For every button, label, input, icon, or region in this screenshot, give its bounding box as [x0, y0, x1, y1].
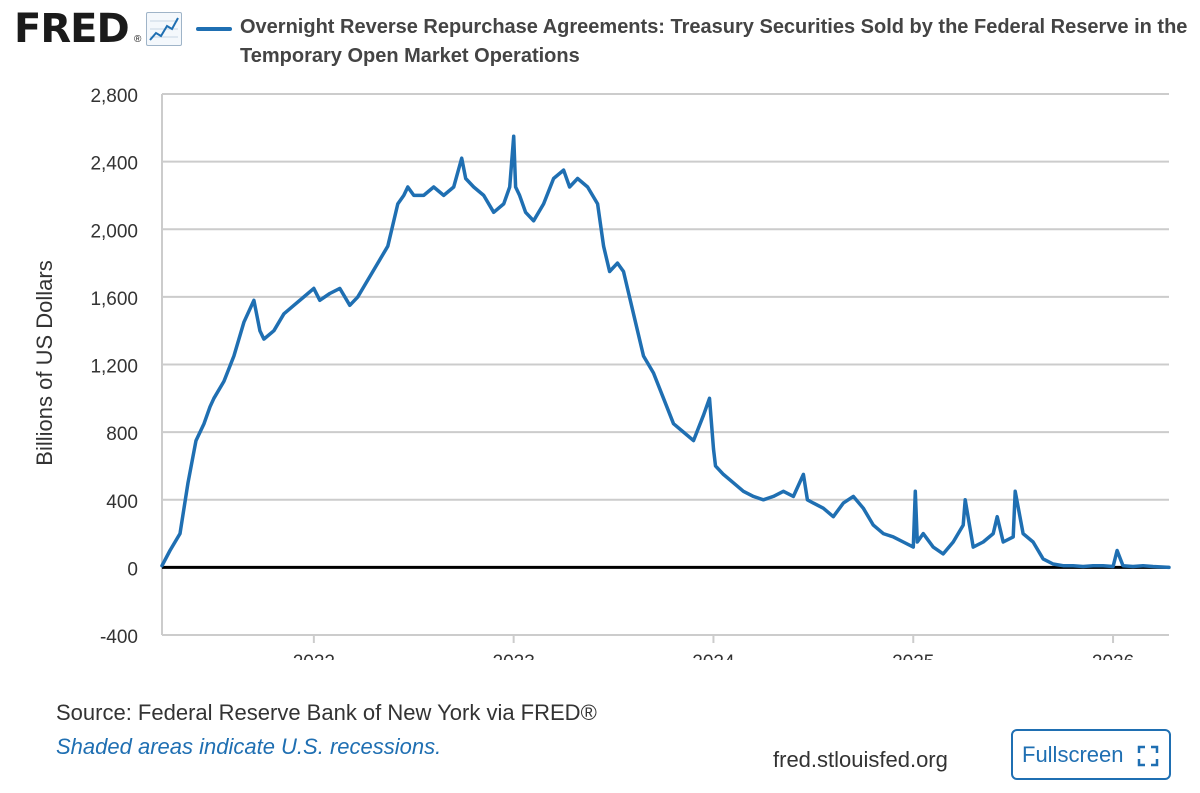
x-tick-label: 2024 — [692, 652, 735, 660]
x-tick-label: 2026 — [1092, 652, 1134, 660]
x-tick-label: 2022 — [293, 652, 335, 660]
y-tick-label: 2,800 — [90, 86, 138, 107]
line-chart-icon — [146, 12, 182, 46]
x-tick-label: 2023 — [493, 652, 535, 660]
y-tick-label: 1,200 — [90, 357, 138, 378]
site-url[interactable]: fred.stlouisfed.org — [773, 747, 948, 772]
fred-logo[interactable]: FRED — [14, 6, 130, 52]
fullscreen-label: Fullscreen — [1022, 741, 1124, 767]
y-tick-label: 400 — [106, 492, 138, 513]
y-axis-label: Billions of US Dollars — [32, 260, 57, 466]
y-tick-label: 1,600 — [90, 289, 138, 310]
chart-title: Overnight Reverse Repurchase Agreements:… — [240, 16, 1188, 67]
chart-plot: -400 0 400 800 1,200 1,600 2,000 2,400 2,800 2022… — [90, 86, 1171, 660]
chart-header: FRED ® Overnight Reverse Repurchase Agre… — [0, 0, 1200, 80]
y-tick-label: 800 — [106, 424, 138, 445]
series-legend-swatch — [196, 27, 232, 31]
expand-icon — [1137, 745, 1159, 767]
fullscreen-button[interactable]: Fullscreen — [1011, 729, 1171, 780]
y-tick-label: 2,400 — [90, 154, 138, 175]
x-tick-label: 2025 — [892, 652, 934, 660]
source-text: Source: Federal Reserve Bank of New York… — [56, 700, 597, 725]
recession-note: Shaded areas indicate U.S. recessions. — [56, 734, 442, 759]
y-tick-label: 2,000 — [90, 221, 138, 242]
series-line — [160, 134, 1171, 570]
y-tick-label: -400 — [100, 627, 138, 648]
y-tick-label: 0 — [127, 559, 138, 580]
logo-registered-mark: ® — [134, 34, 142, 45]
